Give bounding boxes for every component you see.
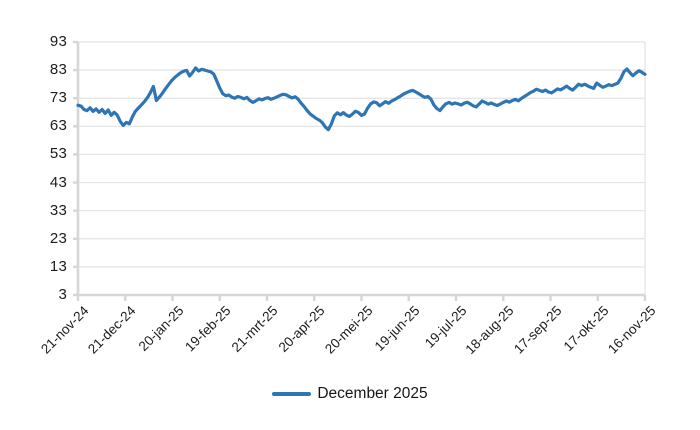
y-axis-tick-label: 33 [49, 201, 67, 219]
y-axis-tick-label: 73 [49, 89, 67, 107]
y-axis-tick-label: 23 [49, 229, 67, 247]
y-axis-tick-label: 53 [49, 145, 67, 163]
axes [76, 42, 645, 297]
y-axis-tick-label: 43 [49, 173, 67, 191]
y-axis-tick-label: 13 [49, 257, 67, 275]
y-axis-tick-label: 83 [49, 61, 67, 79]
y-axis-tick-label: 93 [49, 33, 67, 50]
gridlines [78, 41, 646, 295]
legend-series-label: December 2025 [317, 385, 428, 402]
y-axis-tick-label: 63 [49, 117, 67, 135]
tick-marks [73, 40, 647, 301]
y-axis-tick-label: 3 [58, 286, 67, 303]
legend-line-marker [272, 392, 312, 396]
legend[interactable]: December 2025 [0, 383, 700, 405]
series-line-december-2025 [76, 66, 647, 132]
